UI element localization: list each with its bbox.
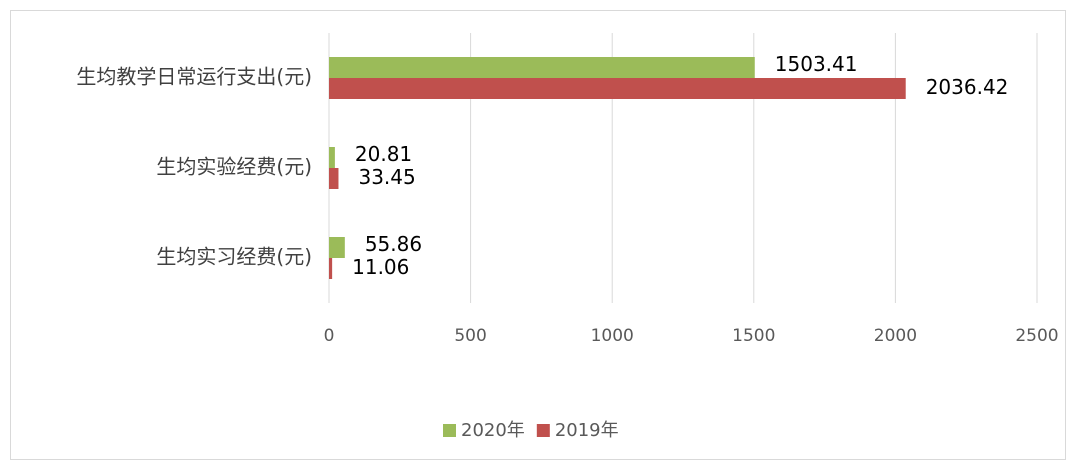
bar bbox=[329, 258, 333, 279]
bar bbox=[329, 237, 345, 258]
value-label: 55.86 bbox=[365, 232, 422, 256]
value-label: 20.81 bbox=[355, 142, 412, 166]
value-label: 1503.41 bbox=[775, 52, 858, 76]
x-tick-label: 1000 bbox=[591, 326, 634, 346]
value-label: 33.45 bbox=[358, 165, 415, 189]
value-label: 11.06 bbox=[352, 255, 409, 279]
x-tick-label: 0 bbox=[324, 326, 335, 346]
bar bbox=[329, 168, 339, 189]
bar bbox=[329, 147, 335, 168]
legend-label: 2019年 bbox=[555, 420, 619, 441]
category-label: 生均教学日常运行支出(元) bbox=[76, 65, 312, 89]
bar bbox=[329, 57, 755, 78]
legend-swatch bbox=[443, 424, 456, 437]
x-tick-label: 1500 bbox=[732, 326, 775, 346]
legend-label: 2020年 bbox=[461, 420, 525, 441]
value-label: 2036.42 bbox=[926, 75, 1009, 99]
legend-swatch bbox=[536, 424, 550, 437]
x-tick-label: 2500 bbox=[1015, 326, 1058, 346]
x-tick-label: 2000 bbox=[874, 326, 917, 346]
bar bbox=[329, 78, 906, 99]
category-label: 生均实验经费(元) bbox=[156, 155, 312, 179]
category-label: 生均实习经费(元) bbox=[156, 245, 312, 269]
x-tick-label: 500 bbox=[454, 326, 486, 346]
